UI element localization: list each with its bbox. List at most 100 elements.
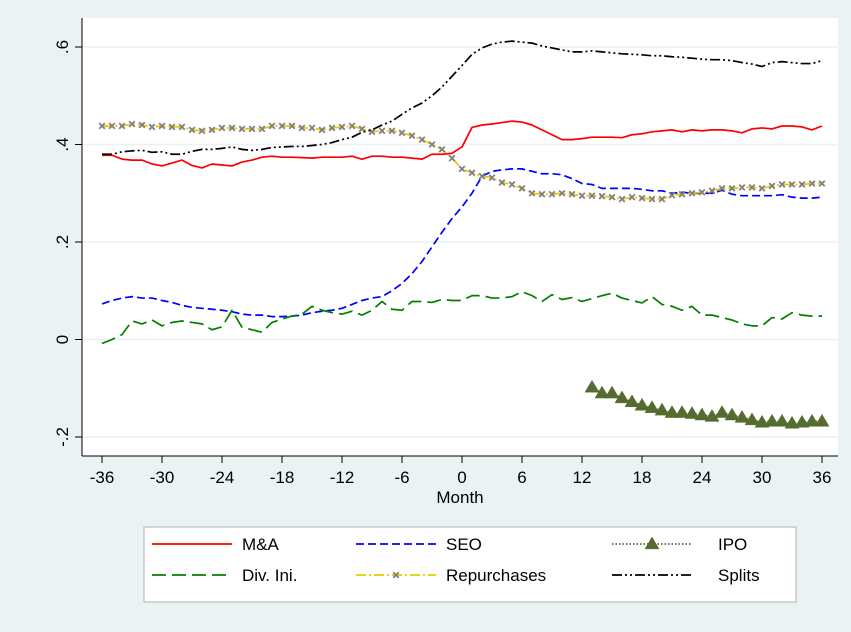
- series-m-a: [102, 120, 823, 169]
- data-point-marker: [714, 405, 730, 418]
- y-tick-label: 0: [53, 335, 72, 344]
- data-point-marker: [588, 192, 596, 200]
- data-point-marker: [218, 124, 226, 132]
- data-point-marker: [764, 413, 780, 427]
- series-ipo: [584, 379, 830, 429]
- data-point-marker: [438, 145, 446, 153]
- data-point-marker: [318, 126, 326, 134]
- data-point-marker: [634, 397, 650, 411]
- series-line: [102, 40, 823, 156]
- series-line: [591, 386, 822, 425]
- data-point-marker: [258, 125, 266, 133]
- legend-box: [143, 526, 797, 603]
- series-line: [101, 168, 823, 318]
- data-point-marker: [558, 189, 566, 197]
- axis-ticks: -.2 0 .2 .4 .6 -36 -30 -24 -18 -12 -6 0 6 12 18 24 30 36: [53, 40, 831, 487]
- data-point-marker: [388, 127, 396, 135]
- data-point-marker: [538, 190, 546, 198]
- data-point-marker: [418, 136, 426, 144]
- data-point-marker: [684, 406, 700, 419]
- data-point-marker: [734, 410, 750, 423]
- data-point-marker: [138, 121, 146, 129]
- data-point-marker: [758, 184, 766, 192]
- data-point-marker: [198, 127, 206, 135]
- data-point-marker: [208, 126, 216, 134]
- series-splits: [102, 40, 823, 156]
- data-point-marker: [268, 122, 276, 130]
- data-point-marker: [648, 195, 656, 203]
- x-tick-label: -24: [210, 468, 235, 487]
- data-point-marker: [148, 123, 156, 131]
- series-lines: [98, 40, 830, 429]
- x-tick-label: 24: [693, 468, 712, 487]
- data-point-marker: [248, 125, 256, 133]
- x-tick-label: 18: [633, 468, 652, 487]
- data-point-marker: [178, 123, 186, 131]
- data-point-marker: [128, 120, 136, 128]
- data-point-marker: [478, 172, 486, 180]
- legend-marker: [392, 571, 400, 579]
- data-point-marker: [798, 181, 806, 188]
- data-point-marker: [788, 181, 796, 188]
- data-point-marker: [698, 188, 706, 196]
- data-point-marker: [468, 169, 476, 177]
- x-tick-label: -36: [90, 468, 115, 487]
- data-point-marker: [808, 180, 816, 187]
- data-point-marker: [598, 192, 606, 200]
- legend-item: Repurchases: [356, 566, 546, 585]
- legend-label: Repurchases: [446, 566, 546, 585]
- data-point-marker: [794, 414, 810, 428]
- data-point-marker: [428, 141, 436, 148]
- data-point-marker: [774, 413, 790, 427]
- data-point-marker: [614, 390, 630, 404]
- data-point-marker: [348, 122, 356, 130]
- data-point-marker: [498, 179, 506, 186]
- x-tick-label: -18: [270, 468, 295, 487]
- data-point-marker: [584, 379, 600, 393]
- legend-label: IPO: [718, 535, 747, 554]
- data-point-marker: [298, 124, 306, 132]
- plot-area: [82, 18, 838, 456]
- series-seo: [101, 168, 823, 318]
- data-point-marker: [664, 405, 680, 418]
- data-point-marker: [238, 125, 246, 133]
- data-point-marker: [754, 414, 770, 428]
- data-point-marker: [488, 174, 496, 182]
- data-point-marker: [638, 194, 646, 202]
- series-repurchases: [98, 120, 826, 203]
- data-point-marker: [668, 191, 676, 199]
- legend-label: M&A: [242, 535, 280, 554]
- data-point-marker: [784, 415, 800, 429]
- data-point-marker: [448, 154, 456, 162]
- data-point-marker: [518, 184, 526, 192]
- legend-label: SEO: [446, 535, 482, 554]
- data-point-marker: [158, 122, 166, 130]
- legend-item: Splits: [612, 566, 760, 585]
- data-point-marker: [724, 407, 740, 421]
- data-point-marker: [704, 409, 720, 422]
- legend-item: Div. Ini.: [152, 566, 297, 585]
- data-point-marker: [608, 193, 616, 201]
- data-point-marker: [188, 126, 196, 134]
- data-point-marker: [508, 181, 516, 188]
- data-point-marker: [628, 193, 636, 201]
- y-tick-label: .4: [53, 137, 72, 151]
- x-tick-label: 0: [457, 468, 466, 487]
- data-point-marker: [288, 122, 296, 130]
- data-point-marker: [818, 180, 826, 187]
- x-tick-label: -12: [330, 468, 355, 487]
- data-point-marker: [358, 125, 366, 133]
- legend-item: M&A: [152, 535, 280, 554]
- data-point-marker: [744, 412, 760, 426]
- data-point-marker: [378, 127, 386, 135]
- data-point-marker: [778, 181, 786, 188]
- x-axis-title: Month: [436, 488, 483, 507]
- data-point-marker: [458, 165, 466, 173]
- legend-label: Splits: [718, 566, 760, 585]
- data-point-marker: [168, 123, 176, 131]
- data-point-marker: [328, 124, 336, 132]
- data-point-marker: [688, 189, 696, 197]
- data-point-marker: [618, 195, 626, 203]
- data-point-marker: [694, 407, 710, 421]
